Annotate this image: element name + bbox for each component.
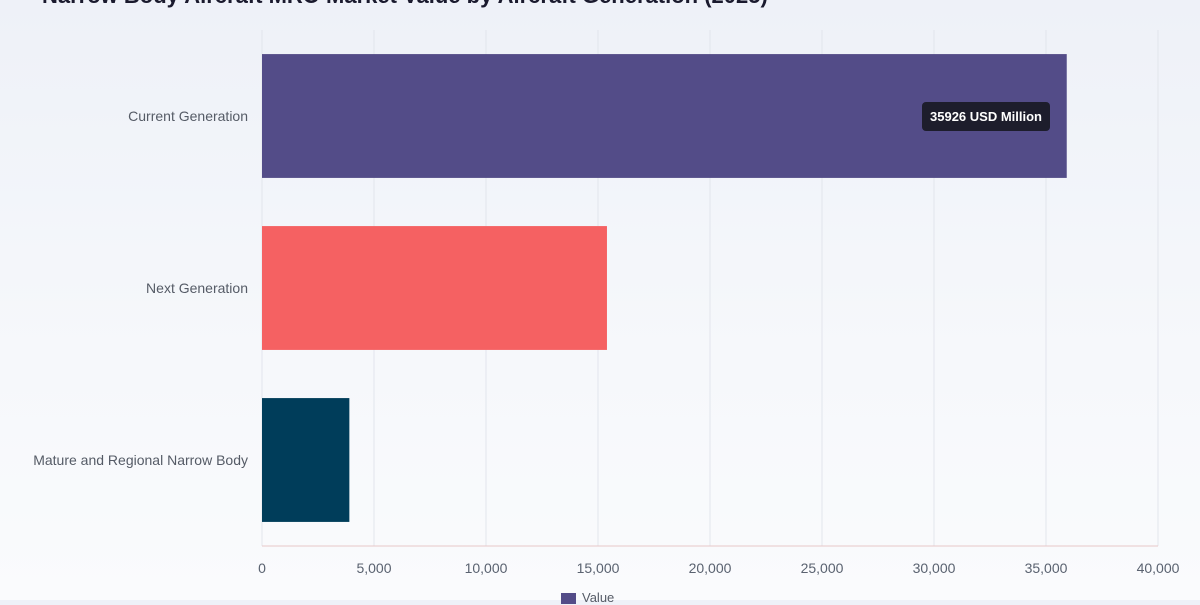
legend[interactable]: Value	[561, 590, 614, 605]
bar[interactable]	[262, 226, 607, 350]
legend-swatch	[561, 593, 576, 605]
x-tick-label: 20,000	[689, 560, 732, 576]
x-tick-label: 15,000	[577, 560, 620, 576]
legend-label: Value	[582, 590, 615, 605]
chart-title: Narrow Body Aircraft MRO Market Value by…	[42, 0, 768, 9]
x-tick-label: 30,000	[913, 560, 956, 576]
x-tick-label: 5,000	[356, 560, 391, 576]
category-label: Next Generation	[146, 280, 248, 296]
x-tick-label: 0	[258, 560, 266, 576]
bar[interactable]	[262, 398, 350, 522]
x-tick-labels: 0 5,000 10,000 15,000 20,000 25,000 30,000 35,0…	[258, 560, 1180, 576]
value-tooltip: 35926 USD Million	[922, 102, 1050, 131]
x-tick-label: 25,000	[801, 560, 844, 576]
category-label: Current Generation	[128, 108, 248, 124]
x-tick-label: 35,000	[1025, 560, 1068, 576]
category-label: Mature and Regional Narrow Body	[33, 452, 248, 468]
category-labels: Current Generation Next Generation Mature …	[33, 108, 248, 468]
x-tick-label: 10,000	[465, 560, 508, 576]
x-tick-label: 40,000	[1137, 560, 1180, 576]
